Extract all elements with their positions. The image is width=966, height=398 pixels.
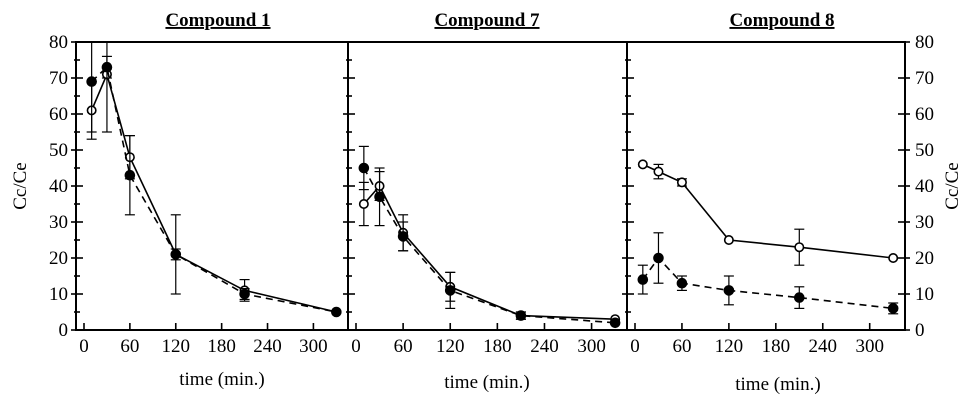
data-point-open [888, 253, 899, 264]
panel-title-compound-8: Compound 8 [729, 10, 834, 31]
y-tick-label-left: 40 [49, 176, 68, 197]
y-tick-label-right: 80 [915, 32, 934, 53]
data-point-filled [239, 288, 250, 300]
x-tick-label: 0 [351, 336, 361, 357]
data-point-filled [397, 231, 409, 242]
series-line-filled [363, 167, 616, 324]
y-tick-label-left: 80 [49, 32, 68, 53]
x-tick-label: 300 [577, 336, 606, 357]
x-tick-label: 0 [630, 336, 640, 357]
data-point-filled [358, 162, 370, 174]
data-point-open [794, 242, 805, 253]
y-axis-label-right: Cc/Ce [942, 162, 963, 210]
y-tick-label-left: 20 [49, 248, 68, 269]
data-point-filled [331, 306, 342, 318]
x-tick-label: 60 [672, 336, 691, 357]
panel-compound-2: 0 60 120 180 240 300 [343, 41, 628, 357]
panel-compound-3: 0 60 120 180 240 300 0 10 20 30 40 50 60 70 80 [622, 32, 934, 357]
x-axis-label-compound-8: time (min.) [735, 374, 820, 395]
x-axis-label-compound-7: time (min.) [444, 372, 529, 393]
y-tick-label-left: 70 [49, 68, 68, 89]
x-tick-label: 0 [79, 336, 89, 357]
data-point-filled [793, 292, 805, 303]
y-tick-label-left: 10 [49, 284, 68, 305]
y-tick-label-right: 10 [915, 284, 934, 305]
x-tick-label: 120 [436, 336, 465, 357]
data-point-filled [170, 249, 182, 260]
panel-compound-1: 0 60 120 180 240 300 0 10 20 30 40 50 60 70 80 [49, 32, 349, 357]
x-tick-label: 180 [207, 336, 236, 357]
x-tick-label: 120 [162, 336, 191, 357]
y-tick-label-left: 30 [49, 212, 68, 233]
panel-title-compound-1: Compound 1 [165, 10, 270, 31]
data-point-open [637, 159, 648, 170]
x-tick-label: 180 [483, 336, 512, 357]
series-line-filled [642, 256, 894, 310]
data-point-filled [515, 310, 527, 321]
y-tick-label-right: 70 [915, 68, 934, 89]
plot-frame [626, 41, 906, 331]
data-point-filled [887, 303, 899, 314]
y-tick-label-left: 0 [59, 320, 69, 341]
plot-frame [347, 41, 628, 331]
data-point-filled [101, 61, 113, 73]
y-axis-label-left: Cc/Ce [10, 162, 31, 210]
y-tick-label-left: 60 [49, 104, 68, 125]
y-tick-label-right: 20 [915, 248, 934, 269]
data-point-filled [609, 317, 621, 329]
data-point-open [653, 166, 664, 177]
series-line-open [363, 184, 616, 320]
x-tick-label: 180 [762, 336, 791, 357]
data-point-filled [86, 76, 97, 87]
x-tick-label: 240 [809, 336, 838, 357]
x-tick-label: 60 [120, 336, 139, 357]
x-tick-label: 240 [253, 336, 282, 357]
data-point-filled [723, 285, 735, 296]
y-tick-label-right: 40 [915, 176, 934, 197]
data-point-filled [124, 169, 136, 181]
data-point-open [676, 177, 687, 188]
x-tick-label: 300 [299, 336, 328, 357]
data-point-open [358, 199, 369, 210]
x-tick-label: 120 [715, 336, 744, 357]
x-axis-label-compound-1: time (min.) [179, 369, 264, 390]
data-point-filled [444, 285, 456, 296]
x-tick-label: 240 [530, 336, 559, 357]
y-tick-label-right: 30 [915, 212, 934, 233]
x-tick-label: 60 [394, 336, 413, 357]
data-point-open [723, 235, 734, 246]
panel-title-compound-7: Compound 7 [434, 10, 540, 31]
x-tick-label: 300 [855, 336, 884, 357]
plot-frame [75, 41, 349, 331]
y-tick-label-right: 50 [915, 140, 934, 161]
data-point-filled [374, 191, 385, 203]
y-tick-label-left: 50 [49, 140, 68, 161]
series-line-open [90, 71, 337, 313]
data-point-filled [653, 252, 664, 264]
y-tick-label-right: 0 [915, 320, 925, 341]
data-point-filled [637, 274, 649, 285]
y-tick-label-right: 60 [915, 104, 934, 125]
data-point-filled [676, 277, 688, 289]
